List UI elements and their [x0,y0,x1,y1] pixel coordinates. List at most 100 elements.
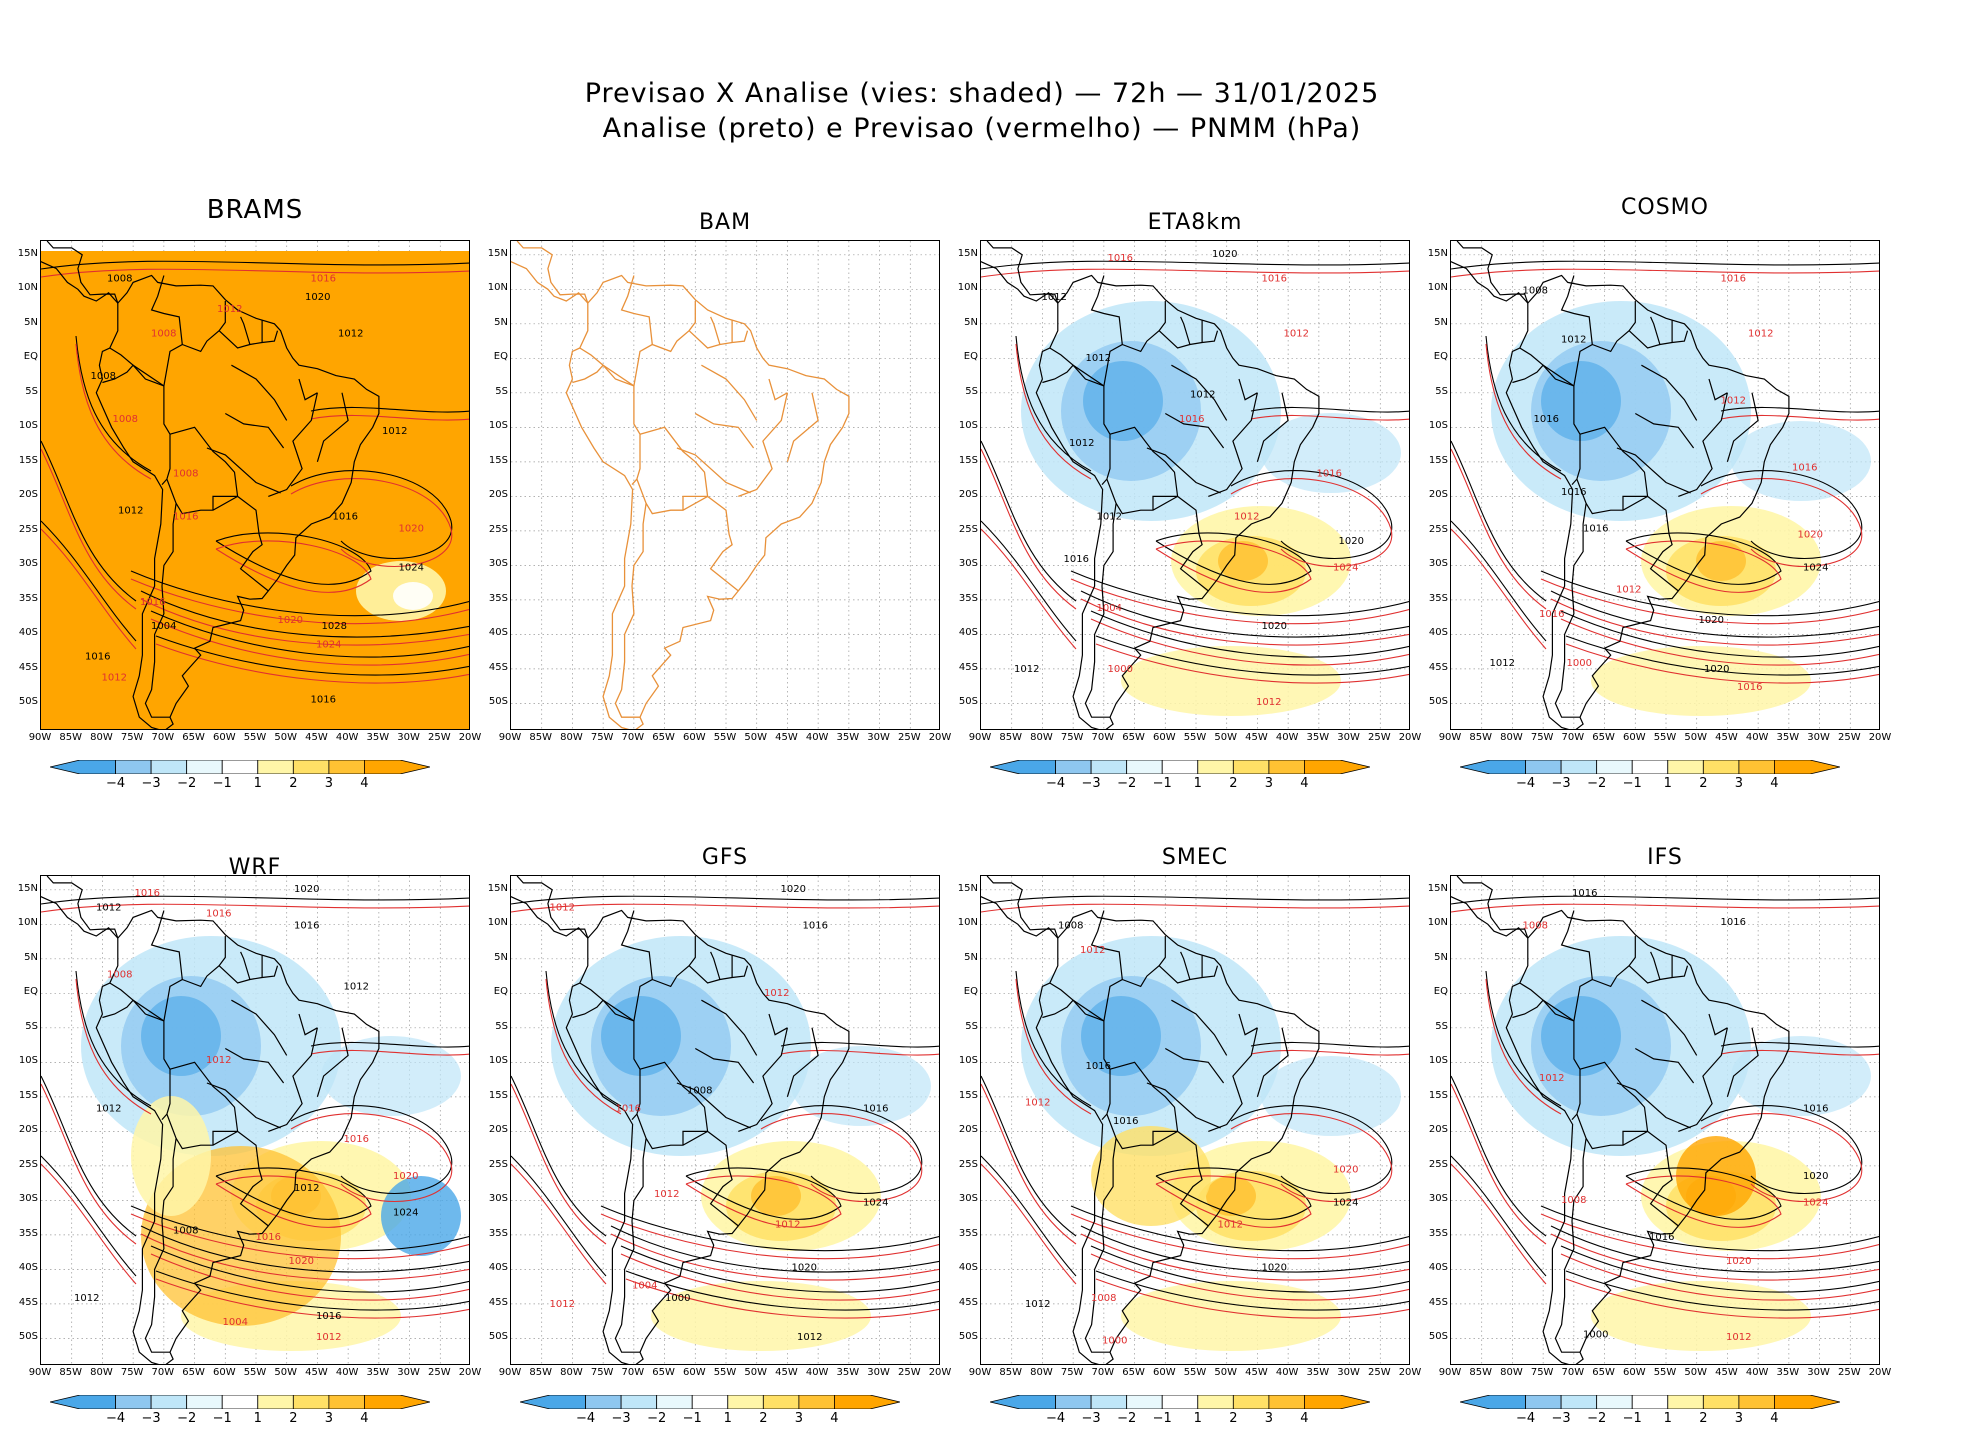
isobar-label: 1012 [1080,945,1105,956]
bias-blob-neutral [393,582,433,610]
lat-label: 40S [488,1262,508,1274]
lon-label: 80W [560,1367,583,1378]
colorbar-swatch [1268,1395,1305,1409]
lat-label: 40S [1428,1262,1448,1274]
colorbar-swatch [834,1395,900,1409]
colorbar-swatch [328,760,365,774]
lon-label: 65W [182,732,205,743]
lon-label: 60W [682,1367,706,1378]
bias-blob-negative [1083,361,1163,441]
country-border [1106,1113,1178,1150]
lat-label: 10S [1428,420,1448,432]
map-frame: 1008 1012 1016 1012 1016 1020 1024 1012 1020 1008… [980,875,1410,1365]
isobar-label: 1012 [550,1299,575,1310]
lon-label: 70W [1091,732,1115,743]
lat-label: EQ [23,986,38,998]
forecast-isobars [1451,268,1879,684]
isobar-label: 1020 [1212,249,1237,260]
country-border [316,392,349,462]
lat-label: 40S [1428,627,1448,639]
lon-label: 90W [498,1367,522,1378]
colorbar-svg [990,760,1370,774]
lon-label: 35W [1776,732,1800,743]
lon-label: 70W [151,732,175,743]
colorbar-label: 3 [324,776,334,791]
country-border [212,495,238,511]
lon-label: 85W [59,732,83,743]
lon-label: 65W [1122,1367,1145,1378]
lon-label: 65W [1592,1367,1615,1378]
colorbar-label: −1 [1152,776,1172,791]
lat-label: 5S [25,1020,38,1032]
country-border [572,364,641,486]
analysis-isobars [41,895,469,1311]
isobar-label: 1020 [792,1262,817,1273]
country-border [212,1130,238,1146]
colorbar-swatch [364,760,430,774]
colorbar-label: −1 [212,776,232,791]
caribbean-coast [46,241,119,304]
isobar-label: 1012 [1014,664,1039,675]
colorbar-swatch [186,1395,223,1409]
colorbar-swatch [990,1395,1056,1409]
lat-label: 25S [958,523,978,535]
country-border [738,1027,788,1132]
isobar-label: 1016 [1649,1232,1674,1243]
isobar-label: 1012 [1097,511,1122,522]
lat-label: 45S [958,661,978,673]
isobar-label: 1016 [1583,524,1608,535]
isobar-label: 1016 [1086,1061,1111,1072]
panel-title: BRAMS [206,195,304,225]
colorbar-swatch [620,1395,658,1409]
forecast-isobars [1451,903,1879,1319]
coastlines [981,876,1320,1364]
isobar-label: 1012 [1025,1299,1050,1310]
forecast-isobars [41,903,469,1319]
figure-title-line2: Analise (preto) e Previsao (vermelho) — … [602,113,1362,144]
bias-blob-positive [1676,1136,1756,1216]
isobar-label: 1008 [1058,921,1083,932]
isobar-label: 1016 [1721,917,1746,928]
country-border [676,1082,751,1129]
isobar-label: 1016 [803,921,828,932]
lat-label: 25S [1428,523,1448,535]
country-border [206,1082,281,1129]
lat-label: 10S [958,420,978,432]
lon-label: 60W [1622,1367,1646,1378]
panel-title: SMEC [1161,845,1229,870]
south-america-coast [1505,274,1790,729]
country-border [1256,392,1289,462]
isobar-label: 1012 [96,1104,121,1115]
analysis-isobars [511,895,939,1311]
lat-label: 5S [495,1020,508,1032]
lon-label: 40W [335,732,359,743]
country-border [614,503,647,718]
country-border [182,301,226,353]
coastlines [1451,241,1790,729]
country-border [225,1047,285,1084]
map-frame [510,240,940,730]
bias-blob-positive [751,1176,801,1216]
lon-label: 20W [1868,1367,1892,1378]
colorbar-label: 4 [360,1411,369,1426]
lat-label: 5S [495,385,508,397]
lon-label: 70W [151,1367,175,1378]
lat-label: 5S [1435,385,1448,397]
colorbar [1460,1395,1840,1409]
coastlines [511,876,850,1364]
country-border [1084,1138,1117,1353]
country-border [1042,999,1111,1120]
lat-label: 10N [957,282,978,294]
lon-label: 45W [305,732,328,743]
country-border [1238,378,1258,401]
country-border [240,951,251,980]
lon-label: 70W [1561,1367,1585,1378]
isobar-label: 1016 [1262,274,1287,285]
isobar-label: 1012 [1086,353,1111,364]
lon-label: 50W [274,732,298,743]
country-border [169,426,269,592]
lat-label: 35S [1428,592,1448,604]
country-border [1158,330,1219,349]
country-border [268,1027,318,1132]
lat-label: 5N [24,316,38,328]
